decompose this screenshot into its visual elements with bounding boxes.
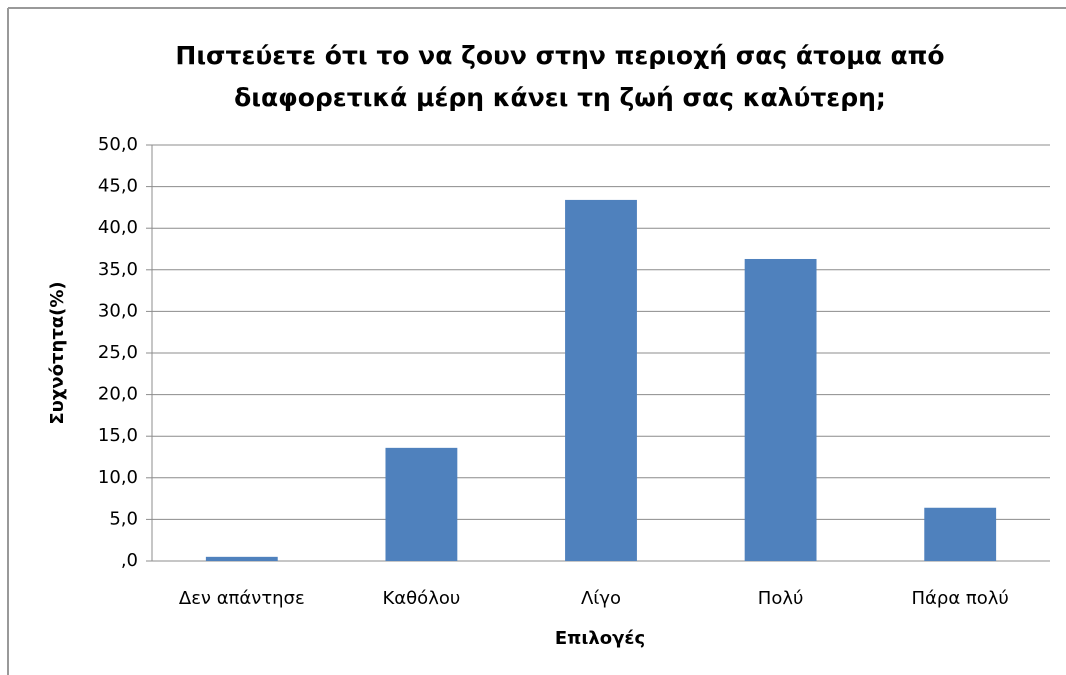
bar [565,199,637,562]
y-tick-label: 35,0 [98,259,138,280]
x-tick-label: Λίγο [581,588,621,609]
y-tick-label: 15,0 [98,425,138,446]
y-tick-label: 25,0 [98,342,138,363]
bar [205,556,278,561]
x-tick-label: Πολύ [758,588,804,609]
y-tick-label: 50,0 [98,134,138,155]
y-axis-title: Συχνότητα(%) [47,281,68,424]
y-tick-label: 40,0 [98,217,138,238]
x-axis-title: Επιλογές [555,628,645,649]
bar [744,258,817,561]
y-tick-label: ,0 [121,550,138,571]
y-tick-label: 45,0 [98,176,138,197]
y-tick-label: 20,0 [98,384,138,405]
x-tick-label: Πάρα πολύ [912,588,1009,609]
x-tick-label: Δεν απάντησε [179,588,305,609]
chart-title: διαφορετικά μέρη κάνει τη ζωή σας καλύτε… [234,83,886,112]
bar [924,507,997,561]
y-tick-label: 30,0 [98,300,138,321]
y-tick-label: 10,0 [98,467,138,488]
x-tick-label: Καθόλου [383,588,461,609]
chart-title: Πιστεύετε ότι το να ζουν στην περιοχή σα… [175,41,944,70]
bar [385,447,458,561]
y-tick-label: 5,0 [109,508,138,529]
